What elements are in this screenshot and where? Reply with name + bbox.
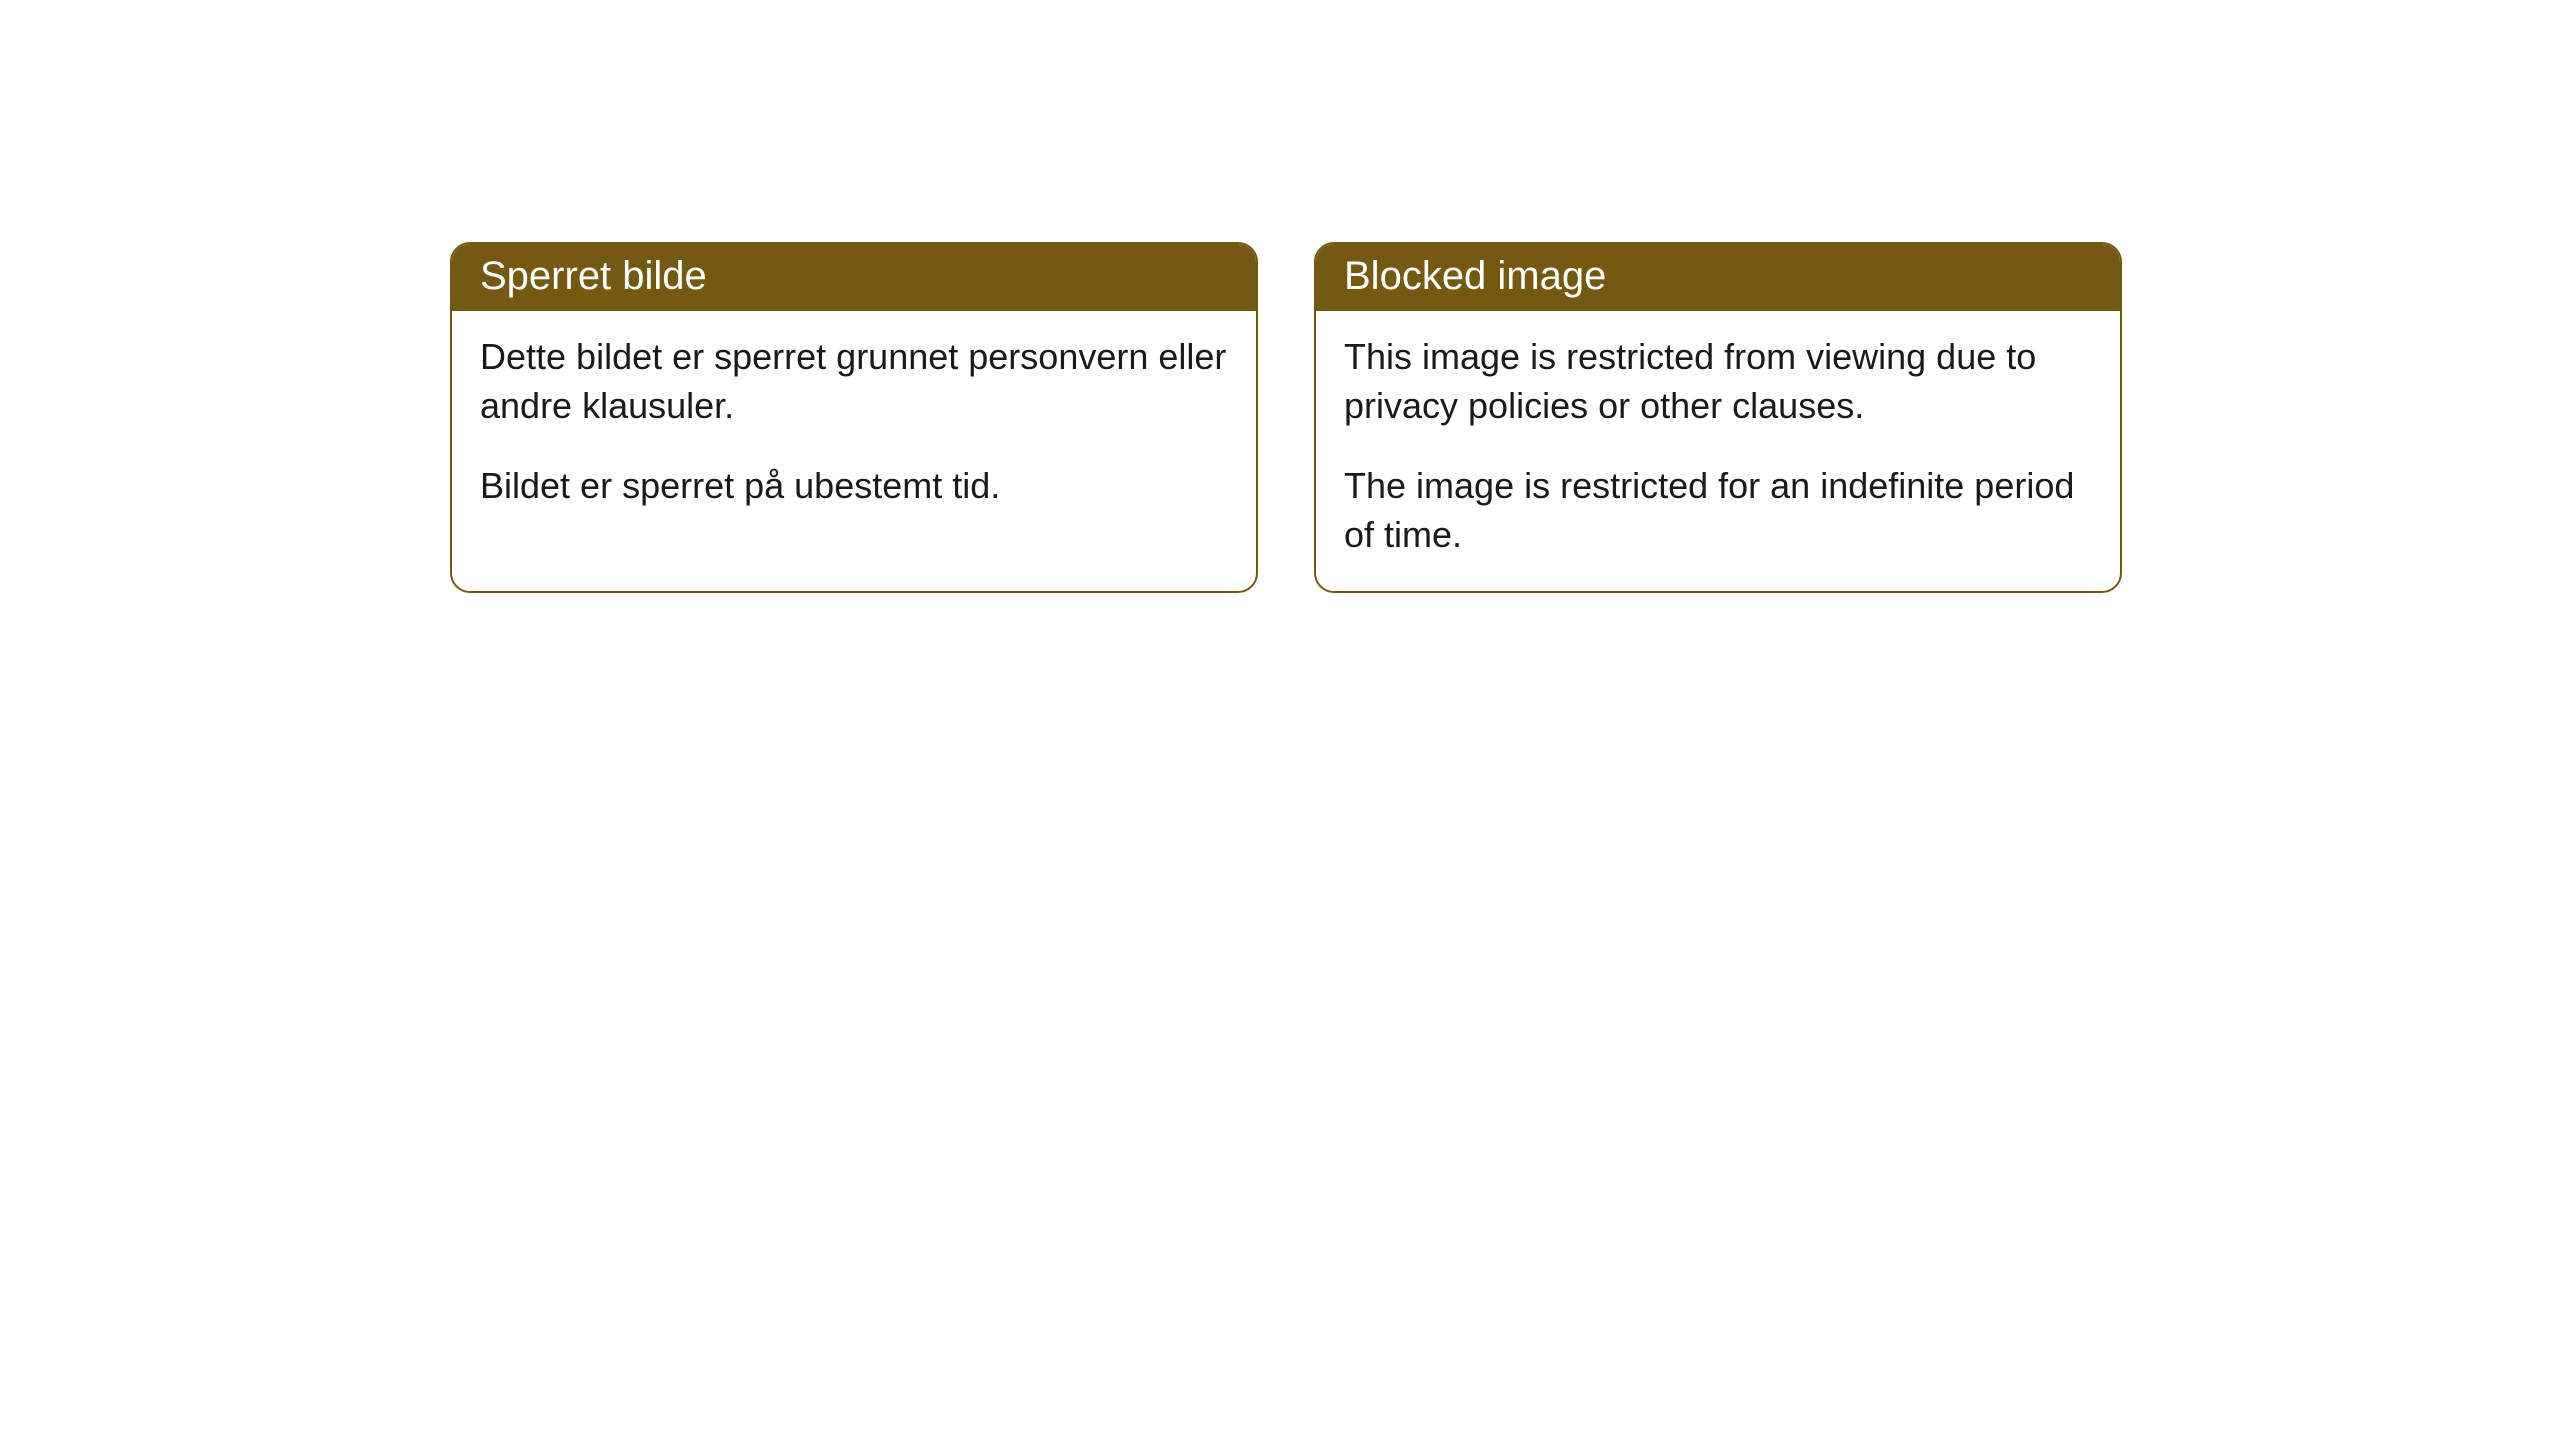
notice-paragraph: Bildet er sperret på ubestemt tid. — [480, 462, 1228, 511]
notice-header: Sperret bilde — [452, 244, 1256, 311]
notice-paragraph: The image is restricted for an indefinit… — [1344, 462, 2092, 559]
notice-body: This image is restricted from viewing du… — [1316, 311, 2120, 591]
notice-paragraph: Dette bildet er sperret grunnet personve… — [480, 333, 1228, 430]
notice-card-norwegian: Sperret bilde Dette bildet er sperret gr… — [450, 242, 1258, 593]
notice-card-english: Blocked image This image is restricted f… — [1314, 242, 2122, 593]
notice-paragraph: This image is restricted from viewing du… — [1344, 333, 2092, 430]
notice-body: Dette bildet er sperret grunnet personve… — [452, 311, 1256, 543]
notice-header: Blocked image — [1316, 244, 2120, 311]
notice-container: Sperret bilde Dette bildet er sperret gr… — [0, 0, 2560, 593]
